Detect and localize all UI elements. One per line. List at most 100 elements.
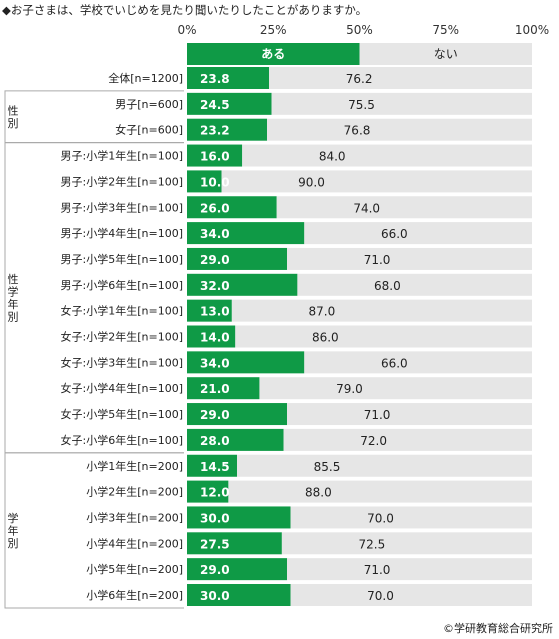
bar-b <box>267 118 532 141</box>
bar-a <box>187 532 282 555</box>
group-bracket <box>4 142 184 454</box>
value-label-a: 24.5 <box>200 98 230 112</box>
bar-b <box>287 247 532 270</box>
value-label-a: 29.0 <box>200 563 230 577</box>
legend-label-b: ない <box>434 47 458 61</box>
value-label-b: 79.0 <box>336 382 363 396</box>
bar-a <box>187 67 270 89</box>
value-label-b: 71.0 <box>364 253 391 267</box>
chart-title: ◆お子さまは、学校でいじめを見たり聞いたりしたことがありますか。 <box>2 3 368 17</box>
value-label-b: 87.0 <box>308 305 335 319</box>
bar-a <box>187 118 268 141</box>
bar-b <box>231 299 532 322</box>
row-label: 女子:小学1年生[n=100] <box>61 304 183 318</box>
value-label-a: 23.2 <box>200 124 230 138</box>
value-label-a: 12.0 <box>200 486 230 500</box>
x-tick-label: 75% <box>432 23 459 37</box>
bar-b <box>221 170 532 193</box>
value-label-a: 14.0 <box>200 331 230 345</box>
value-label-b: 66.0 <box>381 356 408 370</box>
row-label: 男子:小学5年生[n=100] <box>61 252 183 266</box>
value-label-b: 76.8 <box>344 124 371 138</box>
bar-a <box>187 351 305 374</box>
value-label-b: 90.0 <box>298 175 325 189</box>
bar-b <box>259 377 532 400</box>
value-label-a: 32.0 <box>200 279 230 293</box>
bar-b <box>287 403 532 426</box>
value-label-a: 26.0 <box>200 201 230 215</box>
bar-a <box>187 170 222 193</box>
bar-a <box>187 377 260 400</box>
group-label: 性学年別 <box>8 272 19 324</box>
value-label-a: 21.0 <box>200 382 230 396</box>
value-label-a: 30.0 <box>200 511 230 525</box>
bar-a <box>187 299 232 322</box>
value-label-b: 72.5 <box>359 537 386 551</box>
bar-a <box>187 222 305 245</box>
copyright-credit: ©学研教育総合研究所 <box>443 622 553 635</box>
bar-b <box>290 584 532 606</box>
x-tick-label: 0% <box>177 23 196 37</box>
value-label-b: 72.0 <box>360 434 387 448</box>
value-label-a: 28.0 <box>200 434 230 448</box>
value-label-b: 74.0 <box>353 201 380 215</box>
bar-a <box>187 506 291 529</box>
row-label: 男子:小学6年生[n=100] <box>61 278 183 292</box>
row-label: 小学2年生[n=200] <box>86 485 183 499</box>
x-tick-label: 50% <box>346 23 373 37</box>
bar-b <box>290 506 532 529</box>
value-label-b: 71.0 <box>364 408 391 422</box>
row-label: 女子:小学5年生[n=100] <box>61 407 183 421</box>
bar-a <box>187 273 298 296</box>
value-label-a: 29.0 <box>200 253 230 267</box>
bar-b <box>228 480 532 503</box>
value-label-a: 34.0 <box>200 356 230 370</box>
legend-swatch-b <box>359 43 532 65</box>
row-label: 小学5年生[n=200] <box>86 562 183 576</box>
group-label: 学年別 <box>8 511 19 550</box>
value-label-a: 10.0 <box>200 175 230 189</box>
bar-b <box>237 454 532 477</box>
row-label: 全体[n=1200] <box>108 71 183 85</box>
value-label-a: 16.0 <box>200 150 230 164</box>
row-label: 女子:小学6年生[n=100] <box>61 433 183 447</box>
bar-b <box>283 428 532 451</box>
x-tick-label: 25% <box>260 23 287 37</box>
x-tick-label: 100% <box>515 23 549 37</box>
row-label: 小学6年生[n=200] <box>86 588 183 602</box>
bar-b <box>235 325 533 348</box>
bar-b <box>281 532 532 555</box>
value-label-b: 75.5 <box>348 98 375 112</box>
value-label-a: 14.5 <box>200 460 230 474</box>
bar-b <box>276 196 532 219</box>
value-label-b: 71.0 <box>364 563 391 577</box>
bar-a <box>187 558 288 581</box>
row-label: 男子:小学4年生[n=100] <box>61 226 183 240</box>
bar-a <box>187 144 243 167</box>
value-label-b: 70.0 <box>367 589 394 603</box>
value-label-b: 68.0 <box>374 279 401 293</box>
value-label-a: 30.0 <box>200 589 230 603</box>
value-label-b: 66.0 <box>381 227 408 241</box>
row-label: 小学1年生[n=200] <box>86 459 183 473</box>
bar-a <box>187 480 229 503</box>
legend-swatch-a <box>187 43 360 65</box>
group-bracket <box>4 452 184 609</box>
bar-a <box>187 428 284 451</box>
value-label-b: 76.2 <box>346 72 373 86</box>
bar-b <box>304 351 532 374</box>
legend-label-a: ある <box>261 47 285 61</box>
bar-a <box>187 247 288 270</box>
bar-a <box>187 584 291 606</box>
value-label-b: 85.5 <box>314 460 341 474</box>
bar-b <box>242 144 532 167</box>
bar-a <box>187 403 288 426</box>
value-label-b: 86.0 <box>312 331 339 345</box>
row-label: 小学4年生[n=200] <box>86 536 183 550</box>
value-label-a: 13.0 <box>200 305 230 319</box>
bar-b <box>271 92 532 115</box>
value-label-a: 27.5 <box>200 537 230 551</box>
bar-a <box>187 92 272 115</box>
value-label-a: 29.0 <box>200 408 230 422</box>
